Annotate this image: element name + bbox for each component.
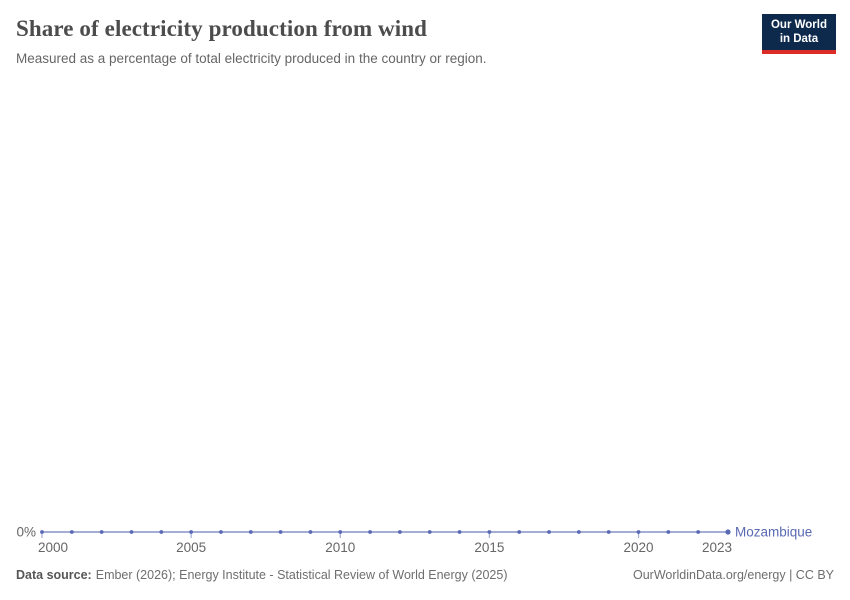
data-point xyxy=(159,530,164,534)
chart-area: 2000 2005 2010 2015 2020 2023 0% Mozambique xyxy=(0,85,850,560)
data-point xyxy=(219,530,223,534)
chart-subtitle: Measured as a percentage of total electr… xyxy=(16,50,487,66)
data-source-text: Ember (2026); Energy Institute - Statist… xyxy=(95,568,508,582)
data-point xyxy=(517,530,522,534)
data-point xyxy=(398,530,402,534)
data-point xyxy=(189,530,194,534)
data-point xyxy=(248,530,253,534)
data-point xyxy=(99,530,104,534)
data-point xyxy=(427,530,432,534)
logo-text-line2: in Data xyxy=(779,32,819,45)
chart-footer: Data source: Ember (2026); Energy Institu… xyxy=(0,567,850,583)
data-point xyxy=(487,530,492,534)
data-point xyxy=(308,530,313,534)
data-point xyxy=(368,530,372,534)
chart-header: Share of electricity production from win… xyxy=(0,0,850,67)
owid-logo[interactable]: Our World in Data xyxy=(761,14,836,54)
data-point xyxy=(666,530,671,534)
license-note[interactable]: OurWorldinData.org/energy | CC BY xyxy=(632,568,834,582)
data-point xyxy=(278,530,283,534)
data-source-label: Data source: xyxy=(16,568,92,582)
x-tick-label: 2000 xyxy=(38,540,68,555)
x-tick-label: 2020 xyxy=(623,540,653,555)
data-source-note: Data source: Ember (2026); Energy Institu… xyxy=(16,567,507,583)
x-tick-label: 2005 xyxy=(176,540,206,555)
entity-label[interactable]: Mozambique xyxy=(735,525,812,540)
data-point xyxy=(457,530,462,534)
data-point xyxy=(636,530,641,534)
data-point xyxy=(606,530,611,534)
data-point xyxy=(576,530,581,534)
data-point xyxy=(40,530,44,534)
x-tick-label: 2010 xyxy=(325,540,355,555)
data-point xyxy=(696,530,701,534)
data-point xyxy=(547,530,551,534)
data-point xyxy=(338,530,343,534)
data-point xyxy=(69,530,74,534)
series-endpoint xyxy=(725,529,731,535)
chart-svg: 2000 2005 2010 2015 2020 2023 0% Mozambique xyxy=(16,525,812,556)
x-tick-label: 2023 xyxy=(702,540,732,555)
y-axis-label: 0% xyxy=(16,525,36,540)
chart-title: Share of electricity production from win… xyxy=(16,16,428,41)
data-point xyxy=(129,530,134,534)
x-tick-label: 2015 xyxy=(474,540,504,555)
logo-text-line1: Our World xyxy=(770,19,827,31)
